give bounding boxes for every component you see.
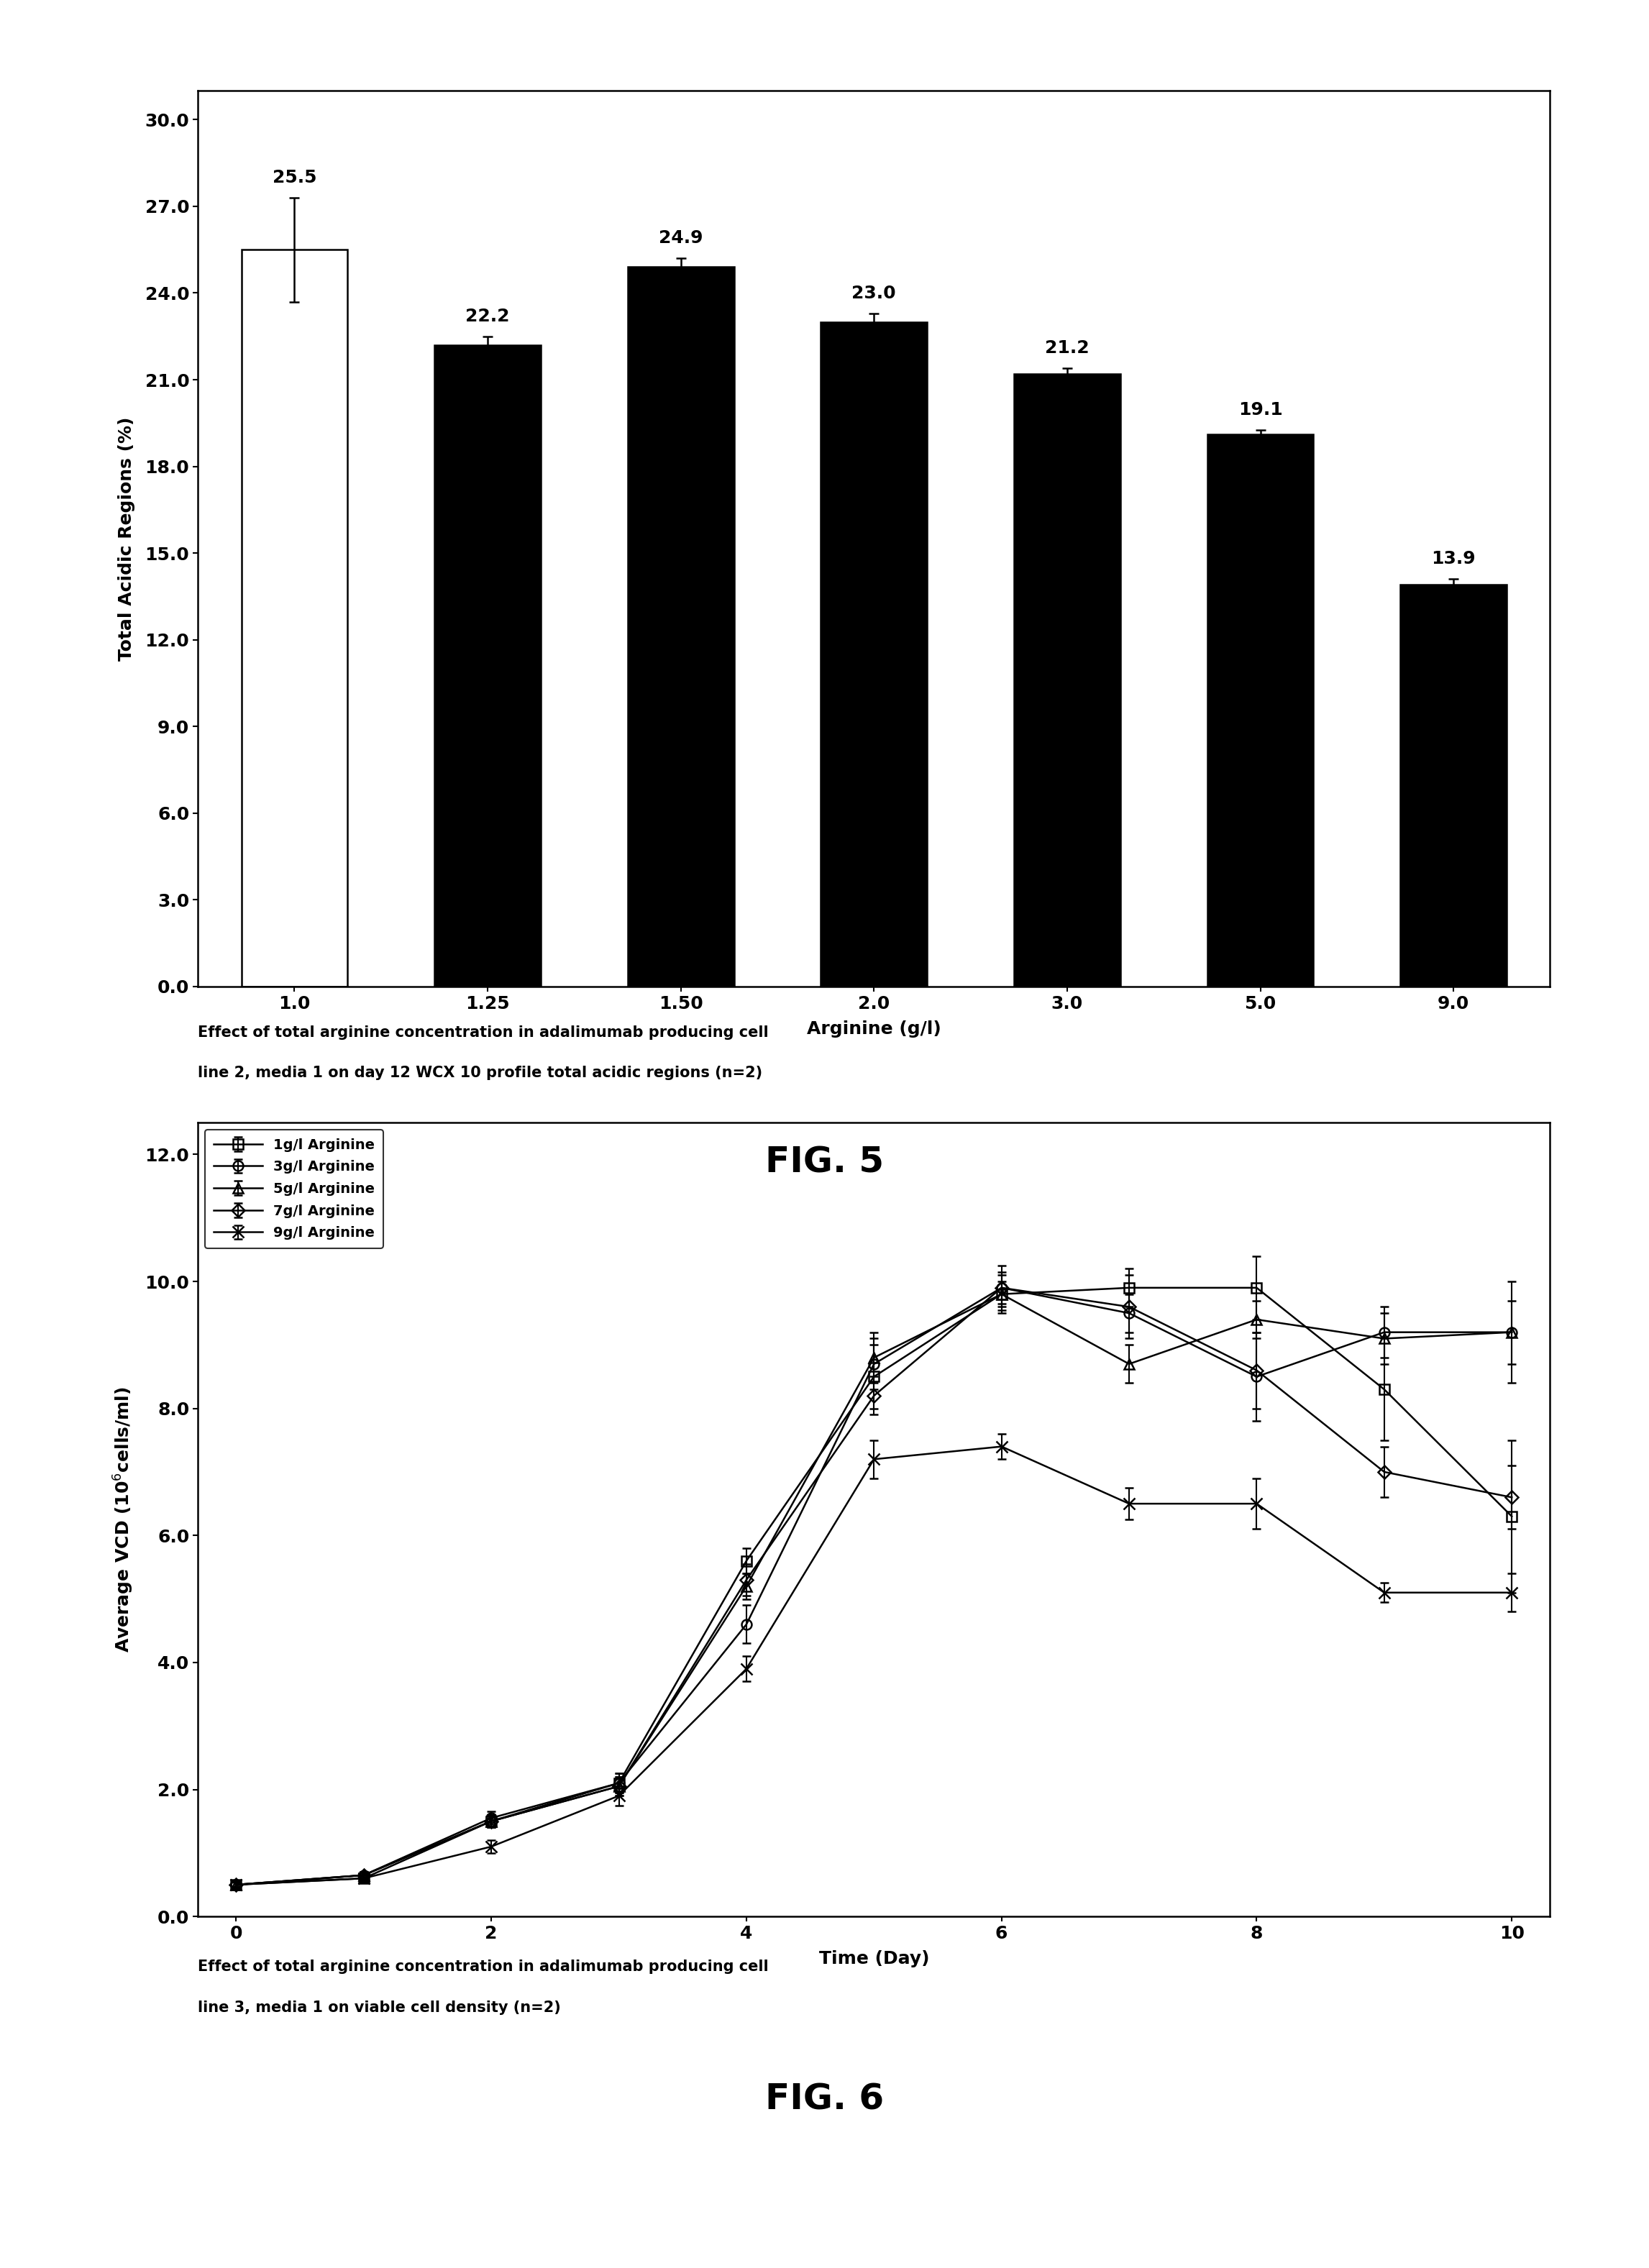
Text: FIG. 6: FIG. 6 bbox=[765, 2082, 884, 2116]
Y-axis label: Total Acidic Regions (%): Total Acidic Regions (%) bbox=[117, 417, 135, 660]
X-axis label: Time (Day): Time (Day) bbox=[820, 1950, 928, 1966]
Y-axis label: Average VCD (10$^{6}$cells/ml): Average VCD (10$^{6}$cells/ml) bbox=[112, 1386, 135, 1653]
Bar bbox=[1014, 374, 1120, 987]
Text: 25.5: 25.5 bbox=[272, 168, 317, 186]
Text: Effect of total arginine concentration in adalimumab producing cell: Effect of total arginine concentration i… bbox=[198, 1960, 768, 1973]
Text: 19.1: 19.1 bbox=[1238, 401, 1283, 420]
Legend: 1g/l Arginine, 3g/l Arginine, 5g/l Arginine, 7g/l Arginine, 9g/l Arginine: 1g/l Arginine, 3g/l Arginine, 5g/l Argin… bbox=[204, 1129, 383, 1247]
Bar bbox=[1400, 585, 1507, 987]
Text: line 3, media 1 on viable cell density (n=2): line 3, media 1 on viable cell density (… bbox=[198, 2000, 561, 2014]
Bar bbox=[241, 249, 348, 987]
Text: 21.2: 21.2 bbox=[1045, 340, 1090, 356]
Text: Effect of total arginine concentration in adalimumab producing cell: Effect of total arginine concentration i… bbox=[198, 1025, 768, 1039]
Bar bbox=[435, 345, 541, 987]
Bar bbox=[821, 322, 927, 987]
Text: 22.2: 22.2 bbox=[465, 308, 510, 324]
Text: line 2, media 1 on day 12 WCX 10 profile total acidic regions (n=2): line 2, media 1 on day 12 WCX 10 profile… bbox=[198, 1066, 762, 1080]
Bar bbox=[628, 268, 734, 987]
Text: 24.9: 24.9 bbox=[658, 229, 702, 247]
Bar bbox=[1207, 435, 1313, 987]
Text: FIG. 5: FIG. 5 bbox=[765, 1145, 884, 1179]
X-axis label: Arginine (g/l): Arginine (g/l) bbox=[806, 1021, 942, 1036]
Text: 23.0: 23.0 bbox=[853, 284, 895, 302]
Text: 13.9: 13.9 bbox=[1431, 551, 1476, 567]
